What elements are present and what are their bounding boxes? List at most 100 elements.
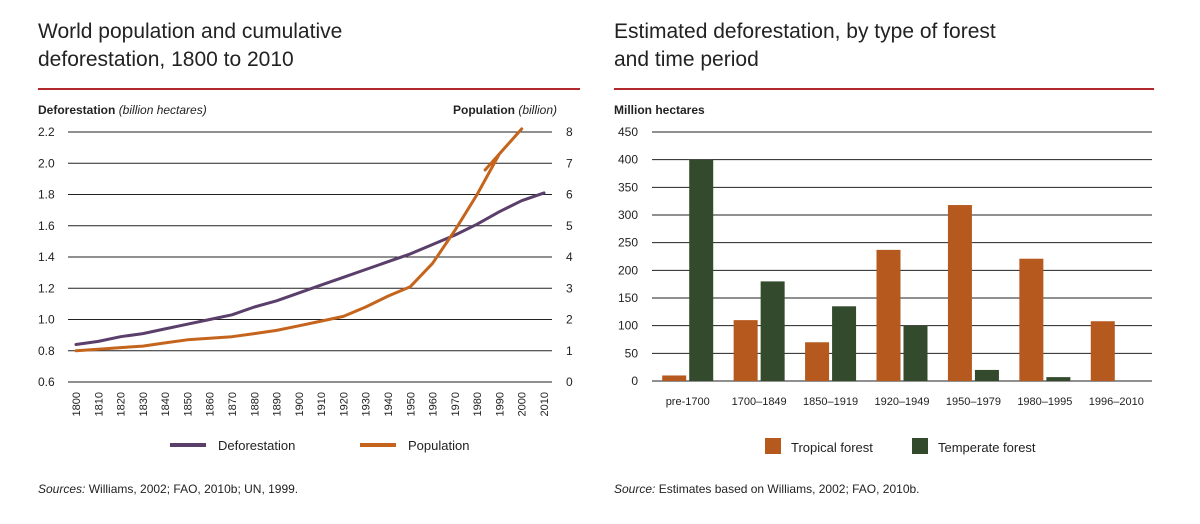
x-tick-label: 1920 <box>338 392 350 416</box>
y-right-tick-label: 5 <box>566 219 573 233</box>
left-title-line2: deforestation, 1800 to 2010 <box>38 48 294 71</box>
x-tick-label: 1910 <box>316 392 328 416</box>
left-panel: World population and cumulative deforest… <box>38 18 580 496</box>
x-category-label: pre-1700 <box>666 396 710 408</box>
y-left-tick-label: 1.4 <box>38 250 55 264</box>
right-panel: Estimated deforestation, by type of fore… <box>600 0 1200 524</box>
y-left-tick-label: 2.2 <box>38 125 55 139</box>
left-source-label: Sources: <box>38 482 86 496</box>
legend-swatch <box>765 438 781 454</box>
y-right-tick-label: 7 <box>566 156 573 170</box>
left-source: Sources: Williams, 2002; FAO, 2010b; UN,… <box>38 482 298 496</box>
x-tick-label: 1820 <box>116 392 128 416</box>
legend-swatch <box>912 438 928 454</box>
tropical-bar <box>662 375 687 381</box>
deforestation-series-line <box>74 191 546 346</box>
temperate-bar <box>760 281 785 381</box>
right-y-axis-title: Population (billion) <box>453 103 557 117</box>
y-right-tick-label: 3 <box>566 281 573 295</box>
tropical-bar <box>1019 258 1044 381</box>
left-source-text: Williams, 2002; FAO, 2010b; UN, 1999. <box>88 482 299 496</box>
right-source-label: Source: <box>614 482 656 496</box>
bar-chart: 0 50 100 150 200 250 300 350 400 450 pre-1700 1700–… <box>618 125 1152 455</box>
y-right-tick-label: 1 <box>566 344 573 358</box>
right-source-text: Estimates based on Williams, 2002; FAO, … <box>658 482 920 496</box>
y-right-tick-label: 4 <box>566 250 573 264</box>
x-tick-label: 1800 <box>71 392 83 416</box>
x-tick-label: 1830 <box>138 392 150 416</box>
x-category-label: 1996–2010 <box>1089 396 1144 408</box>
y-tick-label: 300 <box>618 208 638 222</box>
x-tick-label: 1990 <box>494 392 506 416</box>
x-tick-label: 1870 <box>227 392 239 416</box>
x-tick-label: 1850 <box>182 392 194 416</box>
x-category-label: 1980–1995 <box>1017 396 1072 408</box>
legend-label: Deforestation <box>218 438 295 453</box>
temperate-bar <box>903 325 928 381</box>
x-tick-label: 1810 <box>93 392 105 416</box>
y-tick-label: 450 <box>618 125 638 139</box>
x-category-label: 1850–1919 <box>803 396 858 408</box>
y-right-tick-label: 8 <box>566 125 573 139</box>
temperate-bar <box>1046 377 1071 381</box>
x-tick-label: 2010 <box>539 392 551 416</box>
right-chart-title: Estimated deforestation, by type of fore… <box>614 18 1134 74</box>
y-right-tick-label: 0 <box>566 375 573 389</box>
x-tick-label: 1860 <box>205 392 217 416</box>
x-tick-label: 1940 <box>383 392 395 416</box>
x-category-label: 1920–1949 <box>874 396 929 408</box>
tropical-bar <box>733 320 758 381</box>
deforestation-axis-label: Deforestation <box>38 103 116 117</box>
deforestation-axis-unit: (billion hectares) <box>118 103 207 117</box>
x-tick-label: 1950 <box>405 392 417 416</box>
x-tick-label: 1900 <box>294 392 306 416</box>
right-source: Source: Estimates based on Williams, 200… <box>614 482 920 496</box>
y-tick-label: 0 <box>631 374 638 388</box>
population-axis-label: Population <box>453 103 515 117</box>
legend-label: Tropical forest <box>791 440 873 455</box>
population-series-line <box>74 127 524 353</box>
y-left-tick-label: 1.6 <box>38 219 55 233</box>
left-y-axis-title: Deforestation (billion hectares) <box>38 103 207 117</box>
y-tick-label: 100 <box>618 319 638 333</box>
y-left-tick-label: 1.8 <box>38 188 55 202</box>
x-tick-label: 1970 <box>450 392 462 416</box>
tropical-bar <box>876 249 901 381</box>
x-tick-label: 1960 <box>428 392 440 416</box>
y-left-tick-label: 1.0 <box>38 313 55 327</box>
tropical-bar <box>1090 321 1115 381</box>
left-title-rule <box>38 88 580 90</box>
bar-y-axis-title: Million hectares <box>614 103 705 117</box>
tropical-bar <box>805 342 830 381</box>
y-tick-label: 200 <box>618 263 638 277</box>
x-category-label: 1950–1979 <box>946 396 1001 408</box>
tropical-bar <box>947 205 972 381</box>
y-tick-label: 350 <box>618 180 638 194</box>
left-title-line1: World population and cumulative <box>38 20 343 43</box>
x-tick-label: 1840 <box>160 392 172 416</box>
y-tick-label: 400 <box>618 153 638 167</box>
line-chart: 0.6 0.8 1.0 1.2 1.4 1.6 1.8 2.0 2.2 0 1 2 3 4 5 6 7 8 1800… <box>38 125 573 453</box>
legend-label: Temperate forest <box>938 440 1036 455</box>
temperate-bar <box>689 159 714 381</box>
x-tick-label: 2000 <box>517 392 529 416</box>
right-title-line2: and time period <box>614 48 759 71</box>
y-left-tick-label: 1.2 <box>38 281 55 295</box>
x-tick-label: 1890 <box>272 392 284 416</box>
y-left-tick-label: 2.0 <box>38 156 55 170</box>
left-chart-title: World population and cumulative deforest… <box>38 18 558 74</box>
x-tick-label: 1880 <box>249 392 261 416</box>
temperate-bar <box>832 306 857 381</box>
y-right-tick-label: 2 <box>566 313 573 327</box>
x-tick-label: 1930 <box>361 392 373 416</box>
right-title-rule <box>614 88 1154 90</box>
y-tick-label: 150 <box>618 291 638 305</box>
y-tick-label: 50 <box>625 346 639 360</box>
x-category-label: 1700–1849 <box>732 396 787 408</box>
y-left-tick-label: 0.6 <box>38 375 55 389</box>
right-title-line1: Estimated deforestation, by type of fore… <box>614 20 996 43</box>
y-right-tick-label: 6 <box>566 188 573 202</box>
y-tick-label: 250 <box>618 236 638 250</box>
population-axis-unit: (billion) <box>518 103 558 117</box>
legend-label: Population <box>408 438 469 453</box>
